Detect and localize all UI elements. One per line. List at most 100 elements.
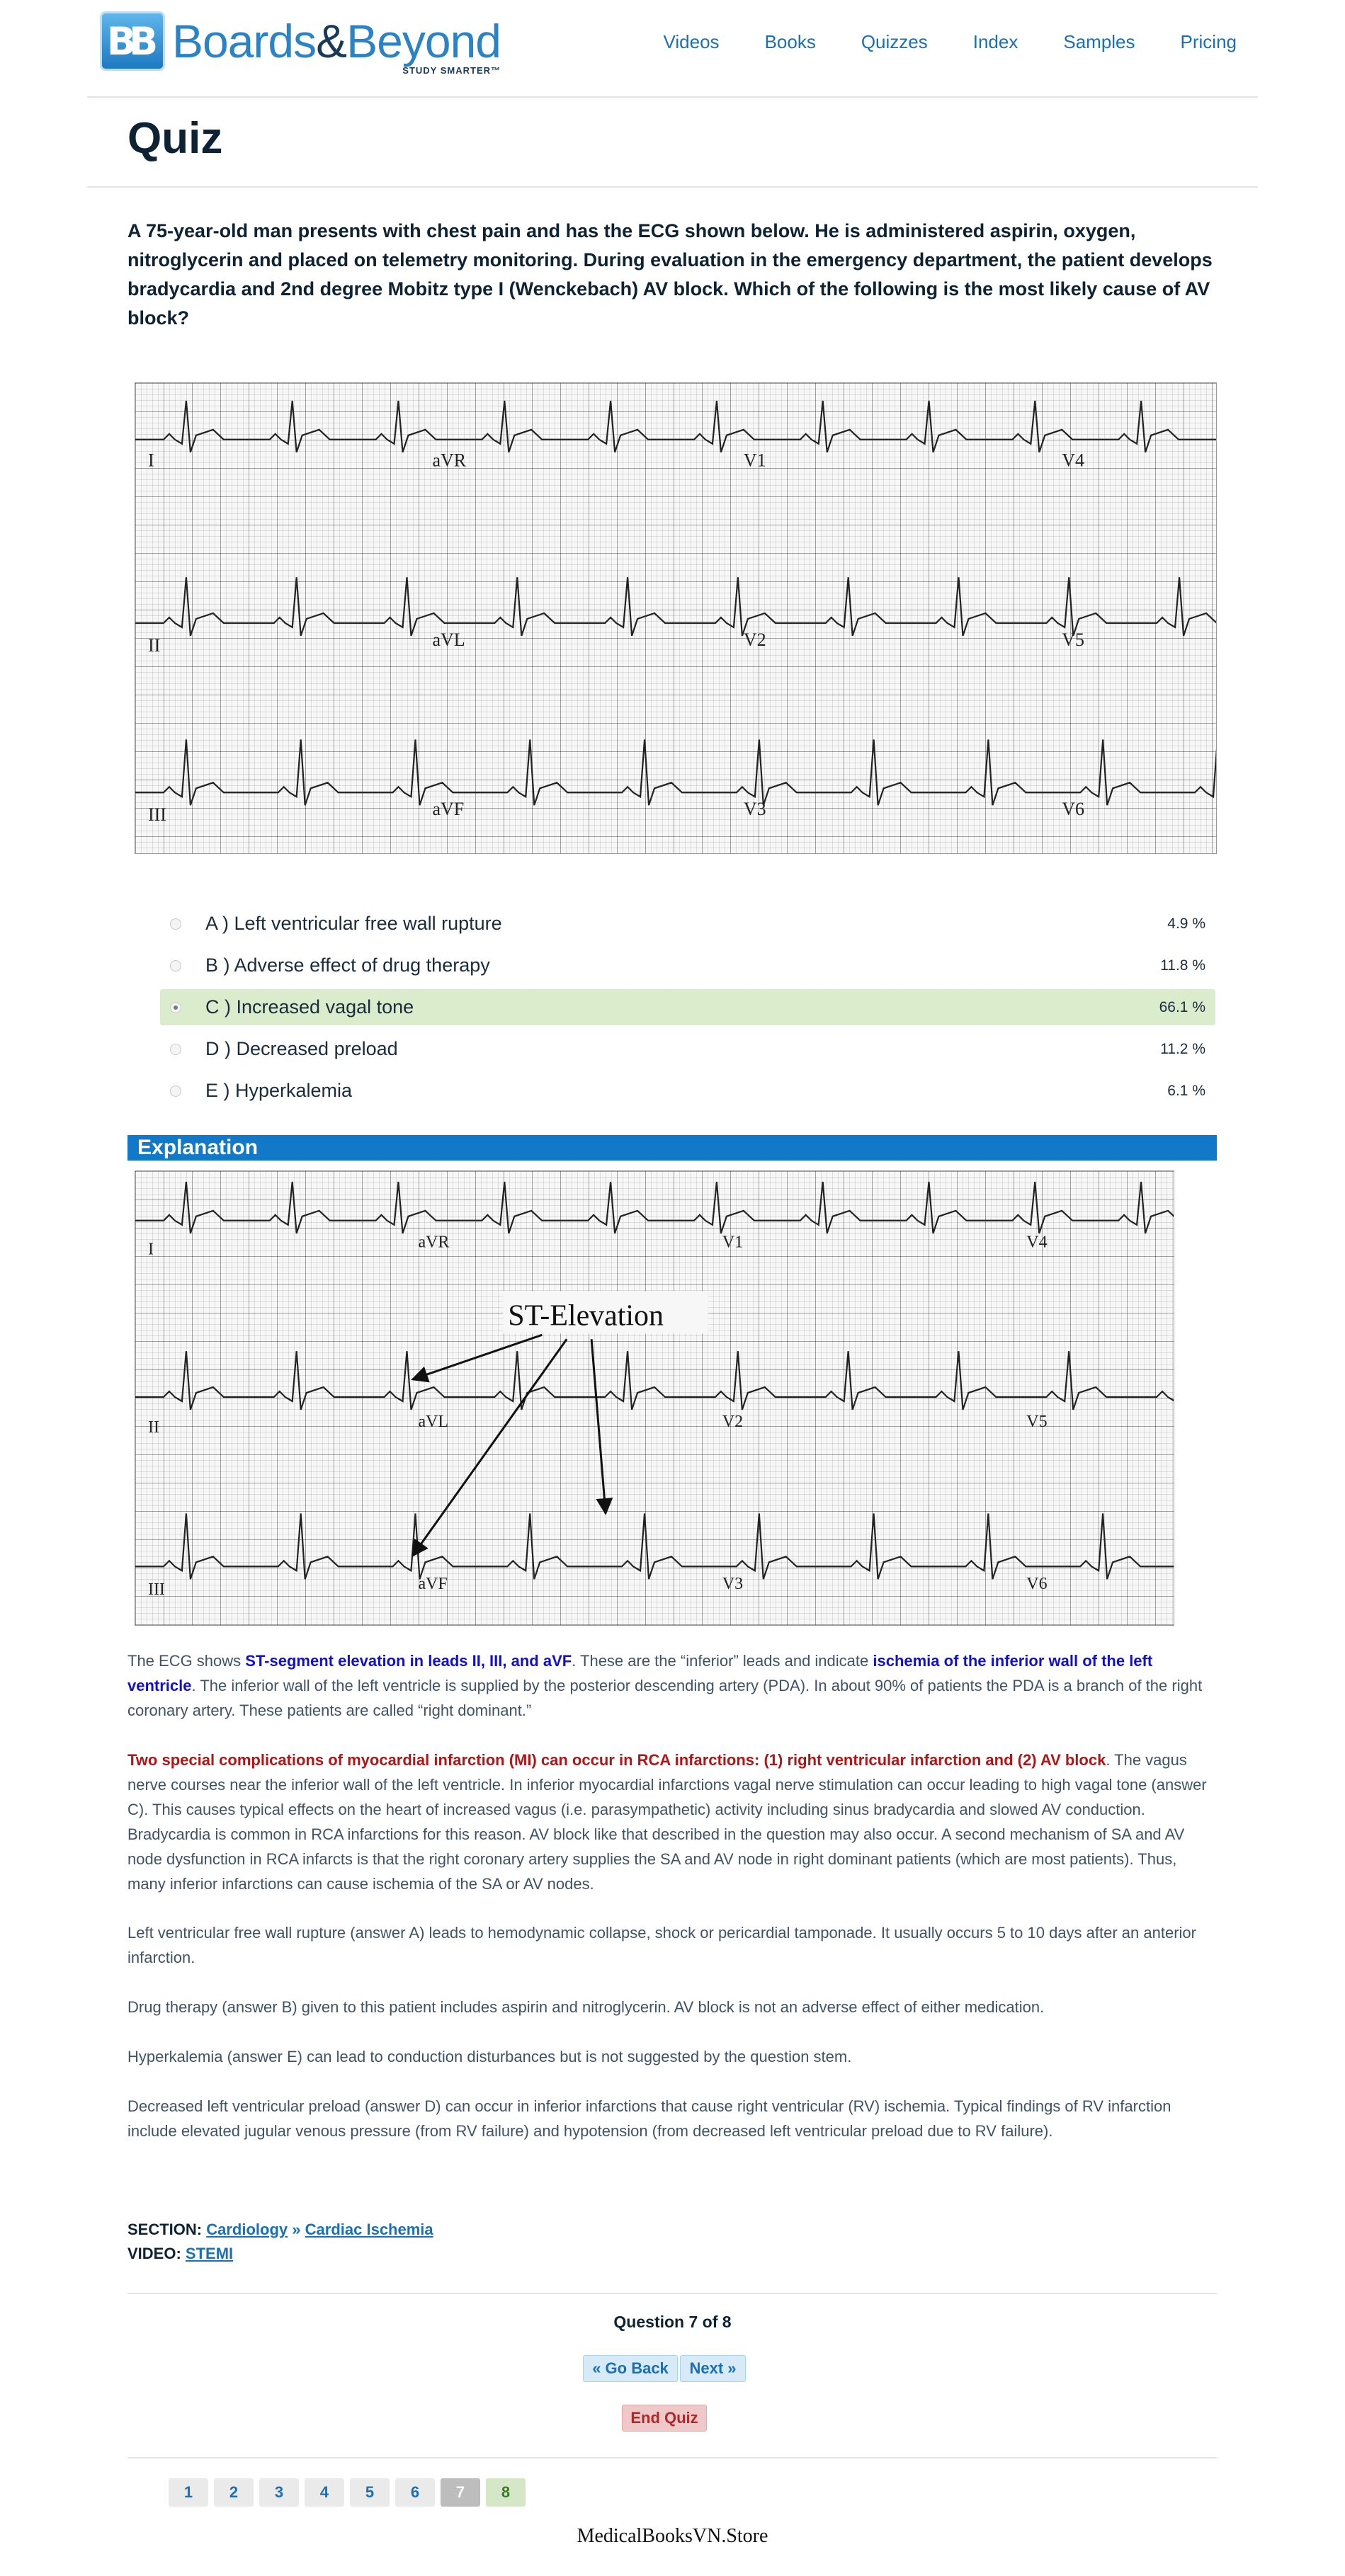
ecg-annotated-image: I aVR V1 V4 II aVL V2 V5 III aVF V3 V6 S… [135,1170,1174,1626]
page-button-4[interactable]: 4 [305,2478,344,2507]
lead-label: V2 [722,1413,743,1431]
option-percent: 66.1 % [1159,998,1205,1015]
nav-videos[interactable]: Videos [663,31,720,52]
ecg-waveform [135,1351,1174,1410]
nav-divider [127,2293,1217,2294]
question-stem: A 75-year-old man presents with chest pa… [127,220,1213,329]
footer-watermark: MedicalBooksVN.Store [577,2525,768,2547]
ecg-waveform [135,577,1216,637]
explanation-paragraph-2: Two special complications of myocardial … [127,1751,1207,1893]
lead-label: I [148,450,154,471]
option-percent: 11.8 % [1160,957,1205,974]
ecg-waveform [135,739,1216,806]
lead-label: V4 [1062,450,1084,471]
logo-tagline: STUDY SMARTER™ [402,65,501,76]
highlight-ischemia: ischemia of the inferior wall of the lef… [127,1652,1153,1694]
answer-option-d[interactable]: D ) Decreased preload 11.2 % [160,1031,1215,1067]
st-elevation-annotation: ST-Elevation [508,1299,664,1332]
ecg-tracing: I aVR V1 V4 II aVL V2 V5 III aVF V3 V6 [135,400,1216,825]
radio-button[interactable] [170,1001,181,1013]
explanation-paragraph-5: Hyperkalemia (answer E) can lead to cond… [127,2048,852,2065]
lead-label: III [148,804,166,825]
answer-option-a[interactable]: A ) Left ventricular free wall rupture 4… [160,906,1215,942]
end-quiz-button[interactable]: End Quiz [622,2405,707,2432]
lead-label: V5 [1062,629,1084,650]
section-link-cardiology[interactable]: Cardiology [206,2221,288,2238]
lead-label: V1 [722,1233,743,1252]
section-link-cardiac-ischemia[interactable]: Cardiac Ischemia [305,2221,433,2238]
lead-label: aVL [432,629,465,650]
lead-label: aVR [418,1233,449,1252]
page-button-2[interactable]: 2 [214,2478,254,2507]
ecg-annotated-tracing: I aVR V1 V4 II aVL V2 V5 III aVF V3 V6 S… [135,1181,1174,1599]
page-title: Quiz [127,114,223,163]
nav-index[interactable]: Index [972,31,1018,52]
page-button-6[interactable]: 6 [395,2478,435,2507]
logo-name-1: Boards [172,15,317,67]
lead-label: V6 [1062,799,1084,819]
nav-samples[interactable]: Samples [1063,31,1135,52]
annotation-backdrop [503,1291,708,1334]
lead-label: III [148,1580,165,1599]
nav-pricing[interactable]: Pricing [1180,31,1237,52]
video-link-stemi[interactable]: STEMI [185,2245,234,2262]
option-label: D ) Decreased preload [205,1038,398,1059]
site-header: BB Boards&Beyond STUDY SMARTER™ Videos B… [87,0,1258,98]
lead-label: V3 [722,1575,743,1593]
logo-name-2: Beyond [346,15,501,67]
option-label: C ) Increased vagal tone [205,996,414,1018]
explanation-paragraph-1: The ECG shows ST-segment elevation in le… [127,1652,1203,1719]
question-counter: Question 7 of 8 [613,2313,732,2331]
lead-label: aVL [418,1413,448,1431]
page-button-8[interactable]: 8 [486,2478,526,2507]
lead-label: II [148,635,160,656]
lead-label: V4 [1026,1233,1047,1252]
section-line: SECTION: Cardiology » Cardiac Ischemia [127,2221,433,2238]
lead-label: V2 [744,629,766,650]
explanation-paragraph-4: Drug therapy (answer B) given to this pa… [127,1998,1045,2016]
nav-books[interactable]: Books [764,31,816,52]
pagination-divider [127,2457,1217,2458]
page-button-5[interactable]: 5 [350,2478,390,2507]
option-percent: 6.1 % [1167,1082,1205,1099]
answer-option-c[interactable]: C ) Increased vagal tone 66.1 % [160,989,1215,1025]
question-pagination: 1 2 3 4 5 6 7 8 [169,2478,531,2507]
option-label: B ) Adverse effect of drug therapy [205,954,490,976]
answer-options: A ) Left ventricular free wall rupture 4… [160,906,1215,1115]
go-back-button[interactable]: « Go Back [583,2355,678,2382]
radio-button[interactable] [170,959,181,971]
page-button-3[interactable]: 3 [259,2478,299,2507]
lead-label: aVR [432,450,466,471]
next-button[interactable]: Next » [680,2355,746,2382]
nav-quizzes[interactable]: Quizzes [861,31,928,52]
lead-label: I [148,1241,154,1259]
highlight-complications: Two special complications of myocardial … [127,1751,1106,1769]
radio-button[interactable] [170,1043,181,1055]
logo-mark: BB [100,11,165,71]
logo-wordmark: Boards&Beyond STUDY SMARTER™ [172,15,501,76]
page-button-7[interactable]: 7 [441,2478,480,2507]
lead-label: V6 [1026,1575,1047,1593]
lead-label: II [148,1418,159,1437]
explanation-paragraph-6: Decreased left ventricular preload (answ… [127,2097,1171,2140]
ecg-image: I aVR V1 V4 II aVL V2 V5 III aVF V3 V6 [135,382,1217,854]
radio-button[interactable] [170,1085,181,1097]
option-label: E ) Hyperkalemia [205,1080,353,1101]
lead-label: aVF [432,799,464,819]
radio-button[interactable] [170,918,181,930]
ecg-waveform [135,1181,1174,1234]
explanation-paragraph-3: Left ventricular free wall rupture (answ… [127,1924,1196,1966]
lead-label: V1 [744,450,766,471]
site-logo[interactable]: BB Boards&Beyond STUDY SMARTER™ [100,11,501,76]
answer-option-e[interactable]: E ) Hyperkalemia 6.1 % [160,1073,1215,1109]
lead-label: aVF [418,1575,447,1593]
option-percent: 4.9 % [1167,915,1205,932]
logo-amp: & [316,15,347,67]
answer-option-b[interactable]: B ) Adverse effect of drug therapy 11.8 … [160,947,1215,984]
annotation-arrows [411,1333,613,1558]
video-line: VIDEO: STEMI [127,2245,234,2262]
main-nav: Videos Books Quizzes Index Samples Prici… [618,31,1237,53]
option-percent: 11.2 % [1160,1040,1205,1057]
page-button-1[interactable]: 1 [169,2478,208,2507]
ecg-waveform [135,1513,1174,1580]
